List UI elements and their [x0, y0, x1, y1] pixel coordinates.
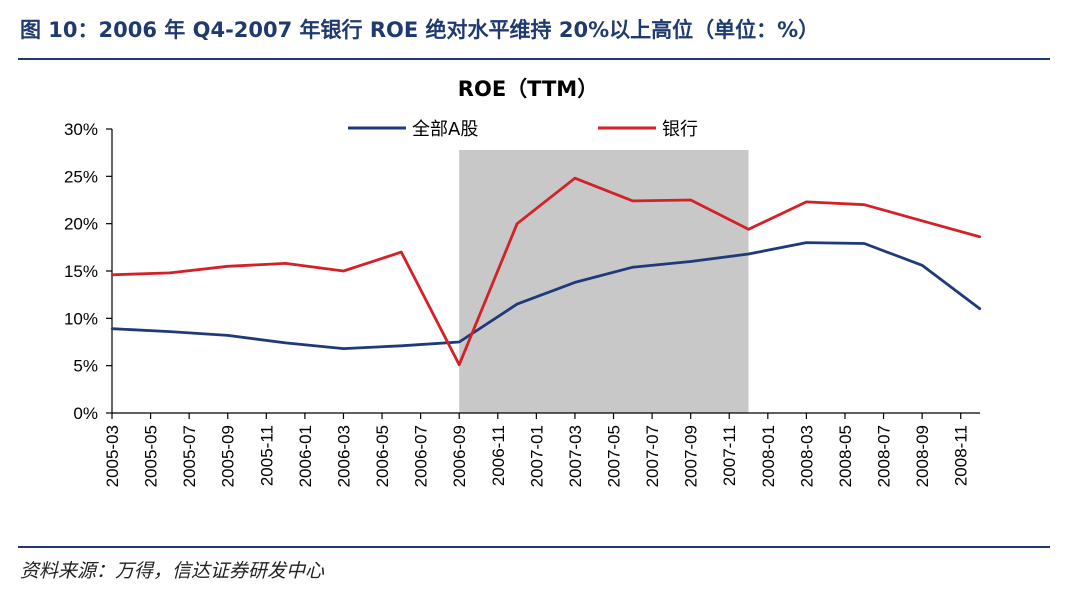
legend-label-all-a: 全部A股: [412, 119, 478, 140]
x-tick-label: 2008-03: [797, 425, 816, 487]
point-banks: [805, 200, 808, 204]
x-tick-label: 2007-01: [527, 425, 546, 487]
point-all-a: [573, 281, 577, 284]
point-all-a: [458, 340, 461, 344]
point-banks: [110, 273, 114, 276]
point-banks: [920, 219, 924, 223]
point-banks: [863, 203, 866, 206]
point-all-a: [168, 330, 172, 333]
y-tick-label: 20%: [64, 215, 98, 234]
point-banks: [284, 262, 287, 265]
point-all-a: [515, 302, 519, 306]
y-tick-label: 5%: [73, 357, 98, 376]
x-tick-label: 2006-11: [489, 425, 508, 486]
y-tick-label: 0%: [73, 404, 98, 423]
x-tick-label: 2008-09: [913, 425, 932, 487]
point-banks: [747, 228, 750, 231]
top-divider: [18, 58, 1050, 60]
point-all-a: [747, 252, 750, 256]
figure-title: 图 10：2006 年 Q4-2007 年银行 ROE 绝对水平维持 20%以上…: [20, 18, 820, 42]
x-tick-label: 2007-05: [605, 425, 624, 487]
point-all-a: [920, 264, 924, 267]
point-banks: [226, 265, 229, 268]
x-tick-label: 2008-11: [952, 425, 971, 486]
x-tick-label: 2005-03: [103, 425, 122, 487]
series-line-all-a: [111, 241, 981, 351]
point-all-a: [863, 242, 866, 245]
point-banks: [573, 177, 577, 180]
point-all-a: [631, 266, 634, 269]
point-banks: [458, 363, 461, 366]
point-banks: [689, 198, 692, 202]
y-tick-label: 15%: [64, 262, 98, 281]
x-tick-label: 2006-07: [412, 425, 431, 487]
x-tick-label: 2006-05: [373, 425, 392, 487]
point-banks: [515, 222, 519, 225]
x-tick-label: 2005-11: [257, 425, 276, 486]
x-tick-label: 2008-05: [836, 425, 855, 487]
x-tick-label: 2008-01: [759, 425, 778, 487]
y-tick-label: 25%: [64, 167, 98, 186]
bottom-divider: [18, 546, 1050, 548]
point-banks: [400, 250, 403, 254]
x-tick-label: 2007-09: [682, 425, 701, 487]
x-tick-label: 2005-05: [142, 425, 161, 487]
point-all-a: [110, 327, 114, 330]
point-all-a: [342, 347, 345, 350]
y-tick-label: 10%: [64, 309, 98, 328]
chart-title: ROE（TTM）: [458, 77, 598, 101]
x-tick-label: 2006-09: [450, 425, 469, 487]
x-tick-label: 2006-01: [296, 425, 315, 487]
point-all-a: [226, 334, 229, 337]
x-tick-label: 2006-03: [334, 425, 353, 487]
series-line-banks: [111, 176, 981, 367]
x-tick-label: 2007-03: [566, 425, 585, 487]
shaded-period: [459, 150, 749, 413]
point-banks: [631, 199, 634, 203]
point-banks: [168, 271, 172, 275]
x-tick-label: 2007-07: [643, 425, 662, 487]
point-all-a: [689, 260, 692, 263]
x-tick-label: 2005-07: [180, 425, 199, 487]
y-tick-label: 30%: [64, 120, 98, 139]
x-tick-label: 2007-11: [720, 425, 739, 486]
point-all-a: [400, 344, 403, 347]
point-all-a: [284, 341, 287, 345]
x-tick-label: 2008-07: [875, 425, 894, 487]
point-banks: [978, 235, 982, 239]
point-banks: [342, 269, 345, 273]
source-note: 资料来源：万得，信达证券研发中心: [20, 560, 325, 582]
x-tick-label: 2005-09: [219, 425, 238, 487]
point-all-a: [805, 241, 808, 244]
point-all-a: [978, 307, 982, 311]
legend-label-banks: 银行: [662, 119, 698, 140]
